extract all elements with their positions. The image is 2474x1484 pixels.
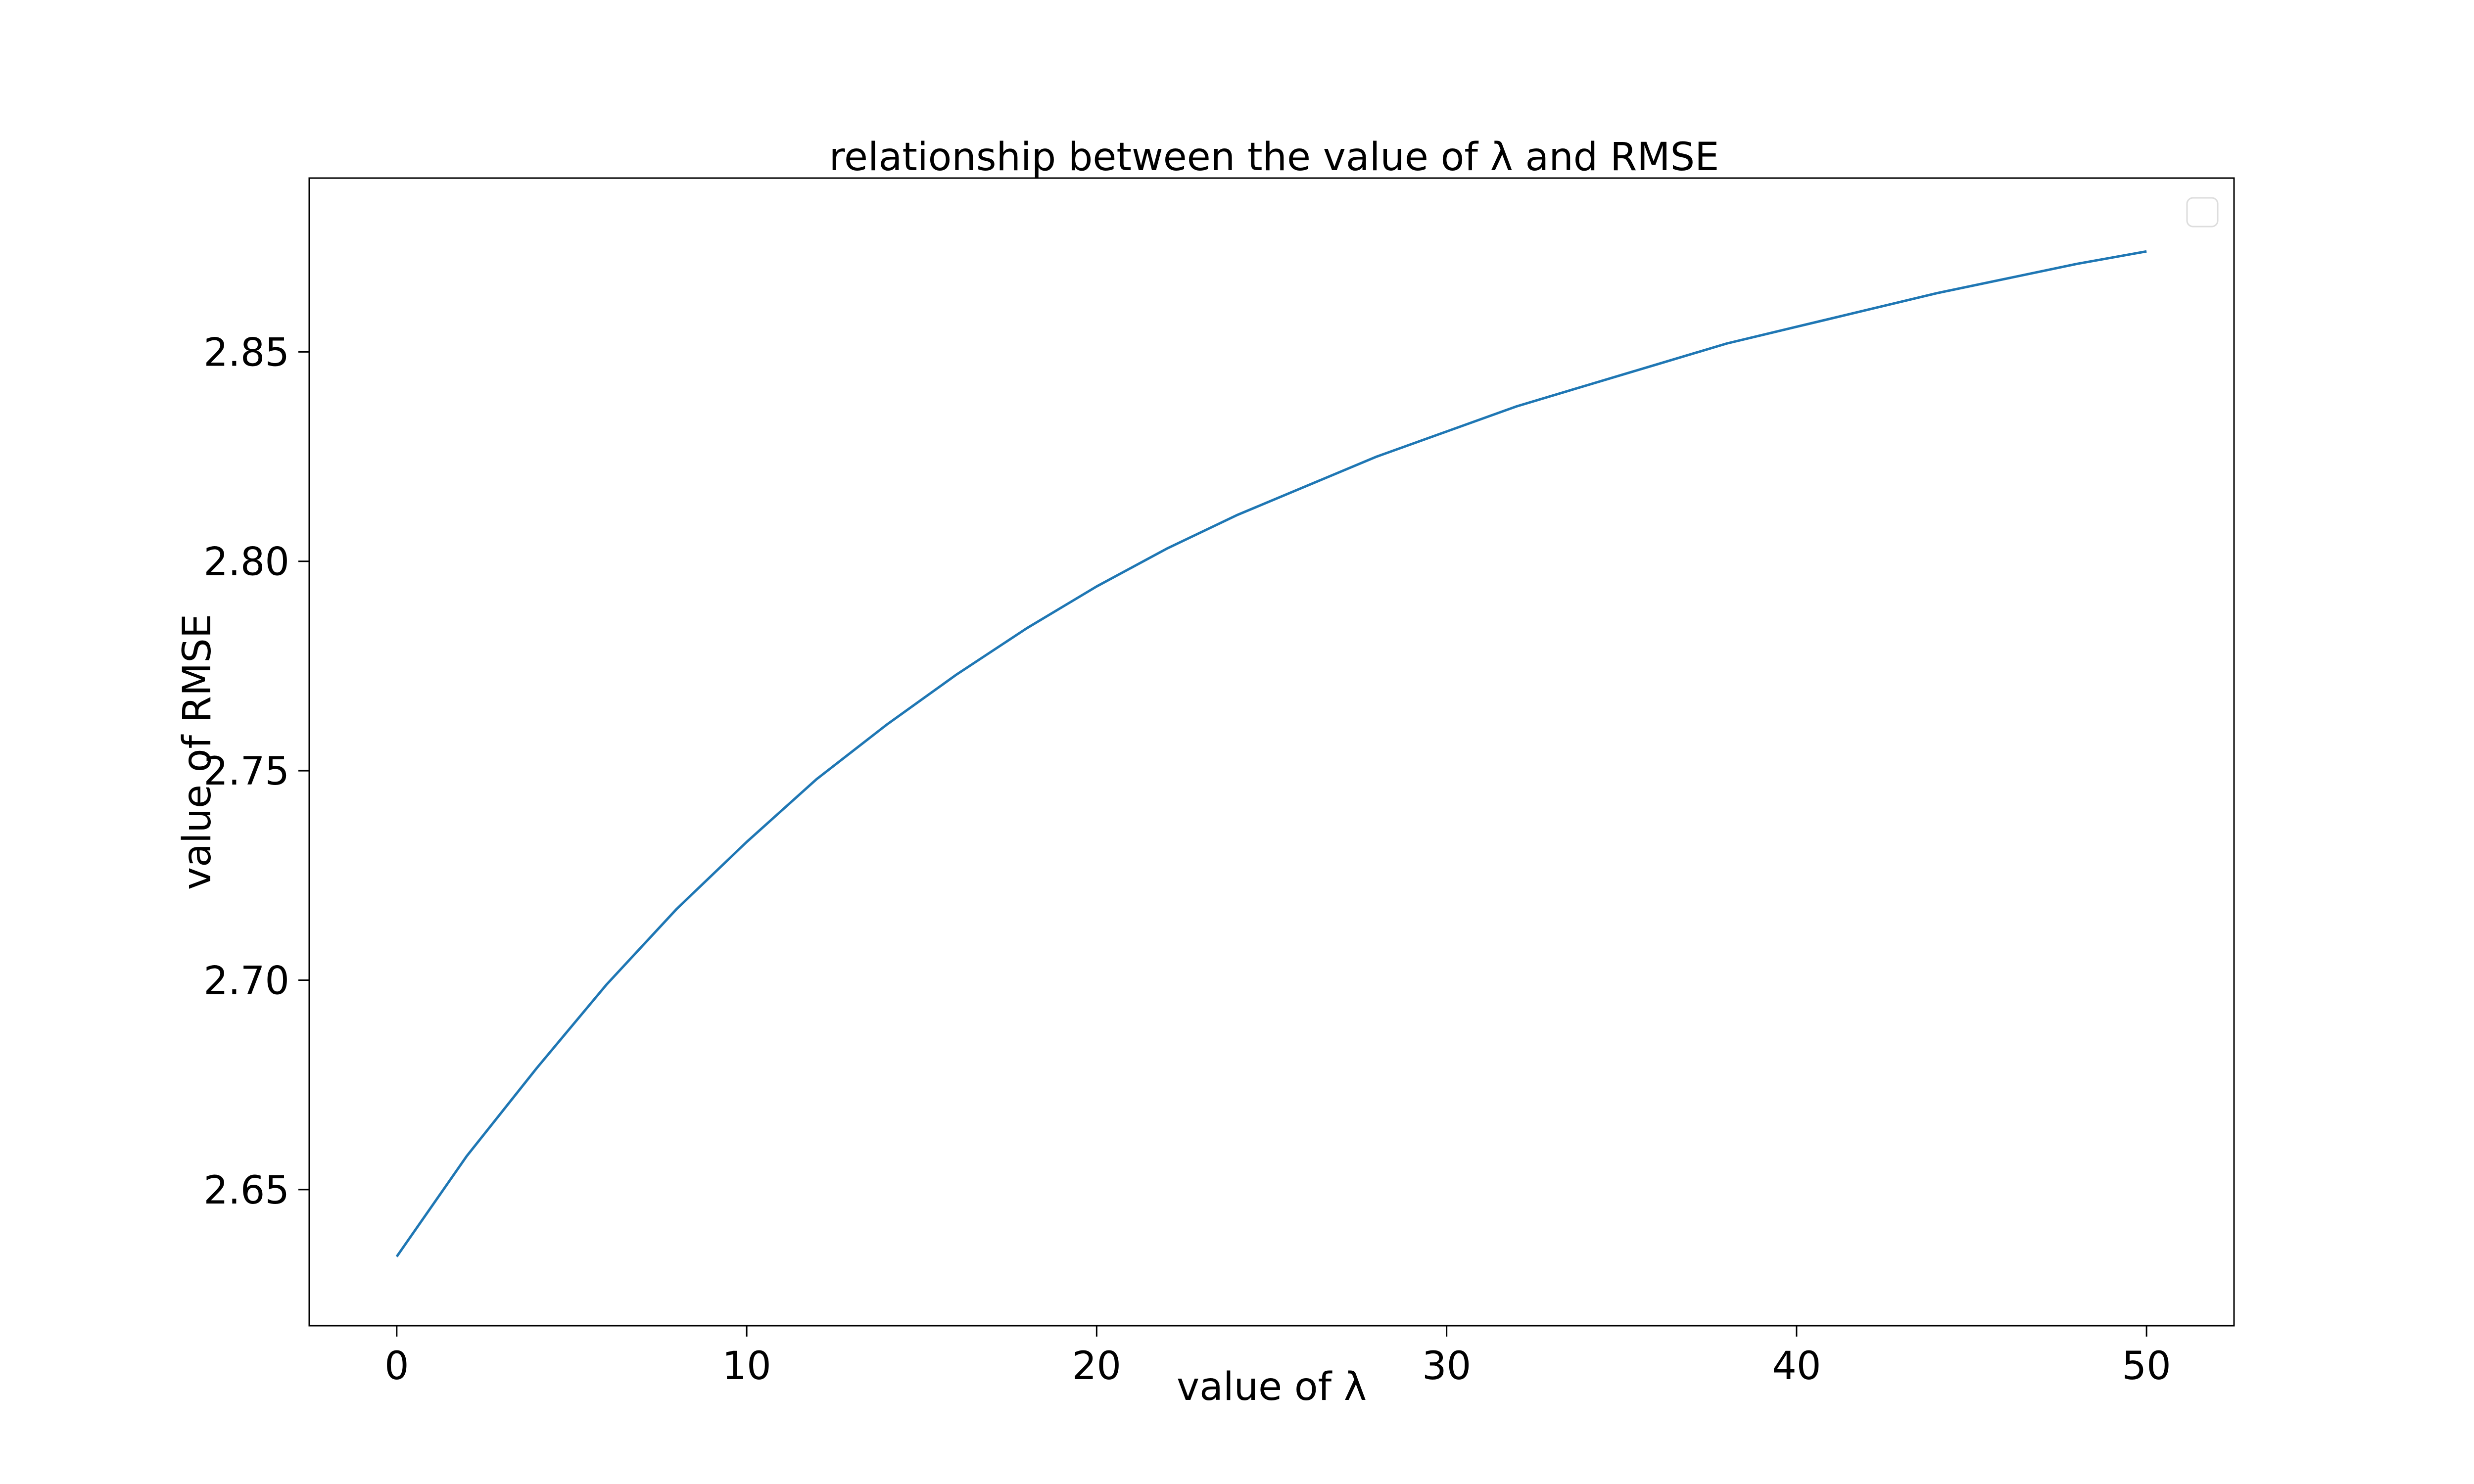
- legend-box: [2186, 197, 2219, 228]
- x-tick-label: 20: [1072, 1344, 1121, 1389]
- chart-title: relationship between the value of λ and …: [829, 135, 1719, 180]
- y-tick-label: 2.65: [203, 1168, 289, 1213]
- x-tick-label: 40: [1772, 1344, 1821, 1389]
- x-axis: 0 10 20 30 40 50: [384, 1326, 2171, 1389]
- x-tick-label: 30: [1422, 1344, 1471, 1389]
- plot-background: [309, 178, 2234, 1326]
- plot-area: [308, 177, 2235, 1327]
- x-axis-label: value of λ: [1177, 1365, 1367, 1409]
- series-layer: [395, 250, 2147, 1257]
- y-tick-label: 2.70: [203, 959, 289, 1003]
- x-tick-label: 0: [384, 1344, 409, 1389]
- y-tick-label: 2.75: [203, 749, 289, 794]
- plot-frame: [308, 177, 2235, 1327]
- y-tick-label: 2.80: [203, 540, 289, 585]
- y-axis: 2.65 2.70 2.75 2.80 2.85: [203, 330, 309, 1213]
- y-tick-label: 2.85: [203, 330, 289, 375]
- series-line: [395, 250, 2147, 1257]
- x-tick-label: 50: [2122, 1344, 2171, 1389]
- x-tick-label: 10: [722, 1344, 771, 1389]
- y-axis-label: value of RMSE: [175, 614, 220, 890]
